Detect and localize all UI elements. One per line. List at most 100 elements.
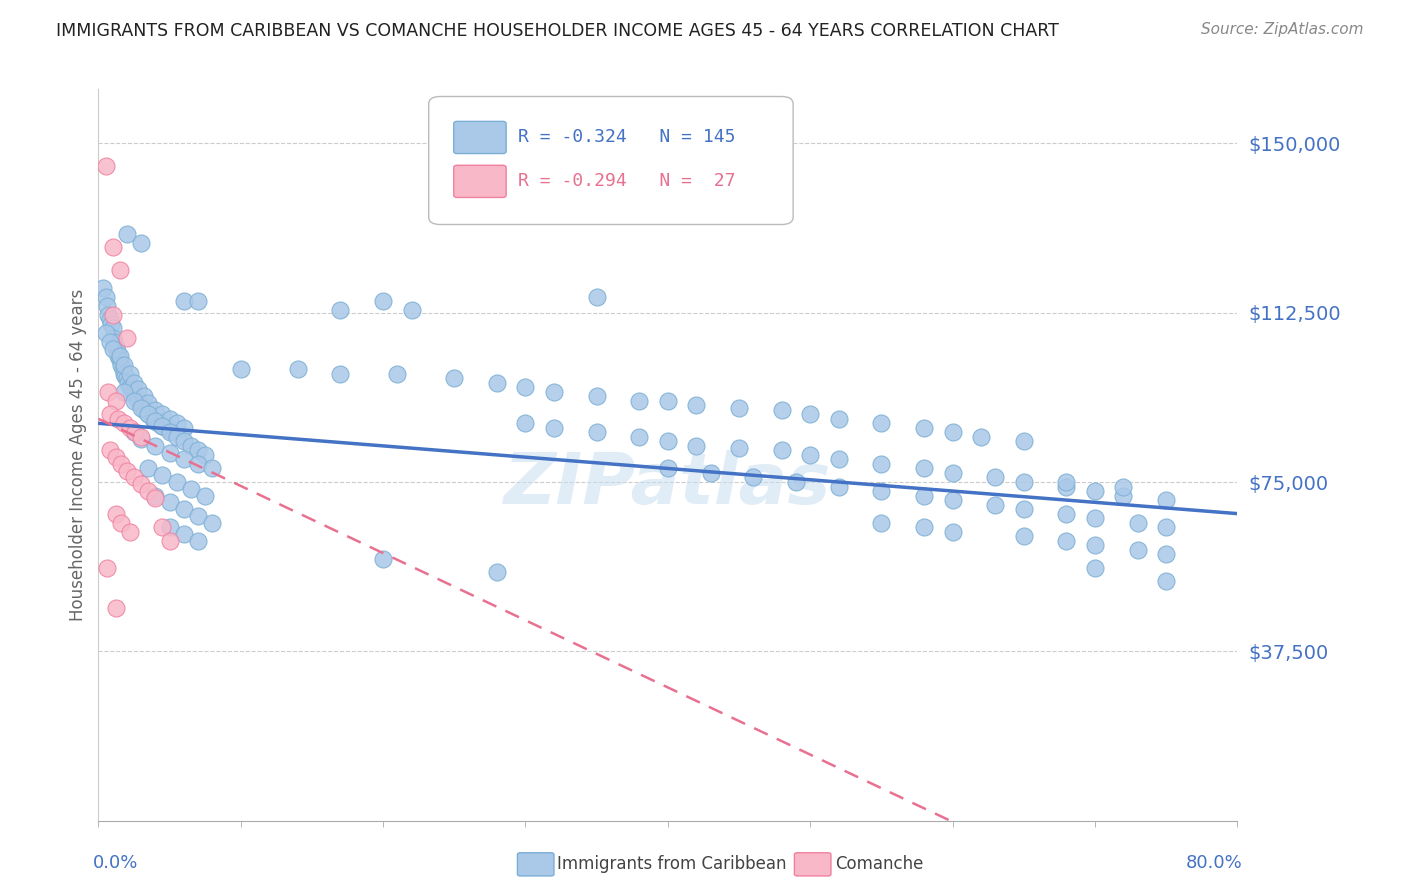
- Point: [101, 308, 124, 322]
- Point: [201, 461, 224, 475]
- Point: [387, 367, 409, 381]
- Point: [166, 430, 188, 444]
- Point: [104, 340, 127, 354]
- Point: [159, 520, 181, 534]
- Point: [115, 227, 138, 241]
- Point: [159, 412, 181, 426]
- Point: [111, 362, 134, 376]
- Point: [98, 312, 121, 326]
- Point: [127, 393, 149, 408]
- Point: [443, 371, 465, 385]
- Point: [785, 475, 807, 489]
- Text: 80.0%: 80.0%: [1187, 854, 1243, 871]
- Point: [117, 376, 139, 390]
- Point: [515, 417, 537, 431]
- Point: [152, 418, 174, 433]
- Point: [657, 461, 679, 475]
- Point: [124, 425, 146, 440]
- Point: [628, 393, 651, 408]
- Point: [1112, 489, 1135, 503]
- Point: [104, 601, 127, 615]
- Point: [152, 468, 174, 483]
- Point: [1084, 561, 1107, 575]
- Point: [152, 407, 174, 421]
- Point: [1126, 516, 1149, 530]
- Text: 0.0%: 0.0%: [93, 854, 138, 871]
- Point: [799, 448, 821, 462]
- Point: [112, 417, 135, 431]
- Point: [145, 414, 167, 428]
- Text: R = -0.324   N = 145: R = -0.324 N = 145: [517, 128, 735, 146]
- Point: [685, 398, 707, 412]
- Point: [122, 376, 145, 390]
- Point: [173, 452, 195, 467]
- Point: [148, 417, 170, 431]
- Point: [105, 344, 128, 359]
- Point: [942, 466, 965, 480]
- Point: [728, 441, 751, 455]
- Point: [104, 450, 127, 465]
- Point: [187, 533, 209, 548]
- Point: [1056, 475, 1078, 489]
- Point: [122, 393, 145, 408]
- Point: [120, 383, 142, 397]
- Point: [1084, 511, 1107, 525]
- Point: [180, 482, 202, 496]
- Point: [159, 533, 181, 548]
- Point: [1012, 434, 1035, 449]
- Point: [110, 457, 132, 471]
- Point: [180, 439, 202, 453]
- Point: [912, 461, 935, 475]
- Point: [1056, 507, 1078, 521]
- Point: [108, 262, 131, 277]
- Point: [373, 551, 395, 566]
- Point: [112, 384, 135, 399]
- Point: [1154, 493, 1177, 508]
- Point: [166, 475, 188, 489]
- Point: [1084, 483, 1107, 498]
- Point: [129, 430, 152, 444]
- Point: [329, 367, 352, 381]
- Point: [486, 376, 509, 390]
- Point: [145, 402, 167, 417]
- Point: [1056, 479, 1078, 493]
- Point: [173, 434, 195, 449]
- FancyBboxPatch shape: [454, 121, 506, 153]
- Point: [94, 290, 117, 304]
- Point: [657, 434, 679, 449]
- Point: [1012, 502, 1035, 516]
- Point: [173, 502, 195, 516]
- Point: [543, 384, 565, 399]
- Point: [96, 299, 118, 313]
- Text: R = -0.294   N =  27: R = -0.294 N = 27: [517, 172, 735, 190]
- Point: [799, 407, 821, 421]
- Point: [125, 392, 148, 406]
- Point: [159, 423, 181, 437]
- Point: [229, 362, 252, 376]
- Point: [942, 425, 965, 440]
- Point: [94, 159, 117, 173]
- Point: [98, 443, 121, 458]
- Point: [108, 353, 131, 368]
- Point: [101, 342, 124, 356]
- Point: [166, 417, 188, 431]
- Point: [543, 421, 565, 435]
- Point: [136, 483, 159, 498]
- Point: [115, 330, 138, 344]
- Point: [194, 489, 217, 503]
- Point: [98, 407, 121, 421]
- Point: [107, 412, 129, 426]
- Point: [685, 439, 707, 453]
- Point: [373, 294, 395, 309]
- Point: [187, 457, 209, 471]
- Point: [122, 425, 145, 440]
- Point: [127, 383, 149, 397]
- Point: [110, 516, 132, 530]
- Point: [173, 294, 195, 309]
- Point: [159, 425, 181, 440]
- Point: [173, 421, 195, 435]
- Point: [101, 321, 124, 335]
- Point: [100, 317, 122, 331]
- Point: [91, 281, 114, 295]
- Point: [132, 389, 155, 403]
